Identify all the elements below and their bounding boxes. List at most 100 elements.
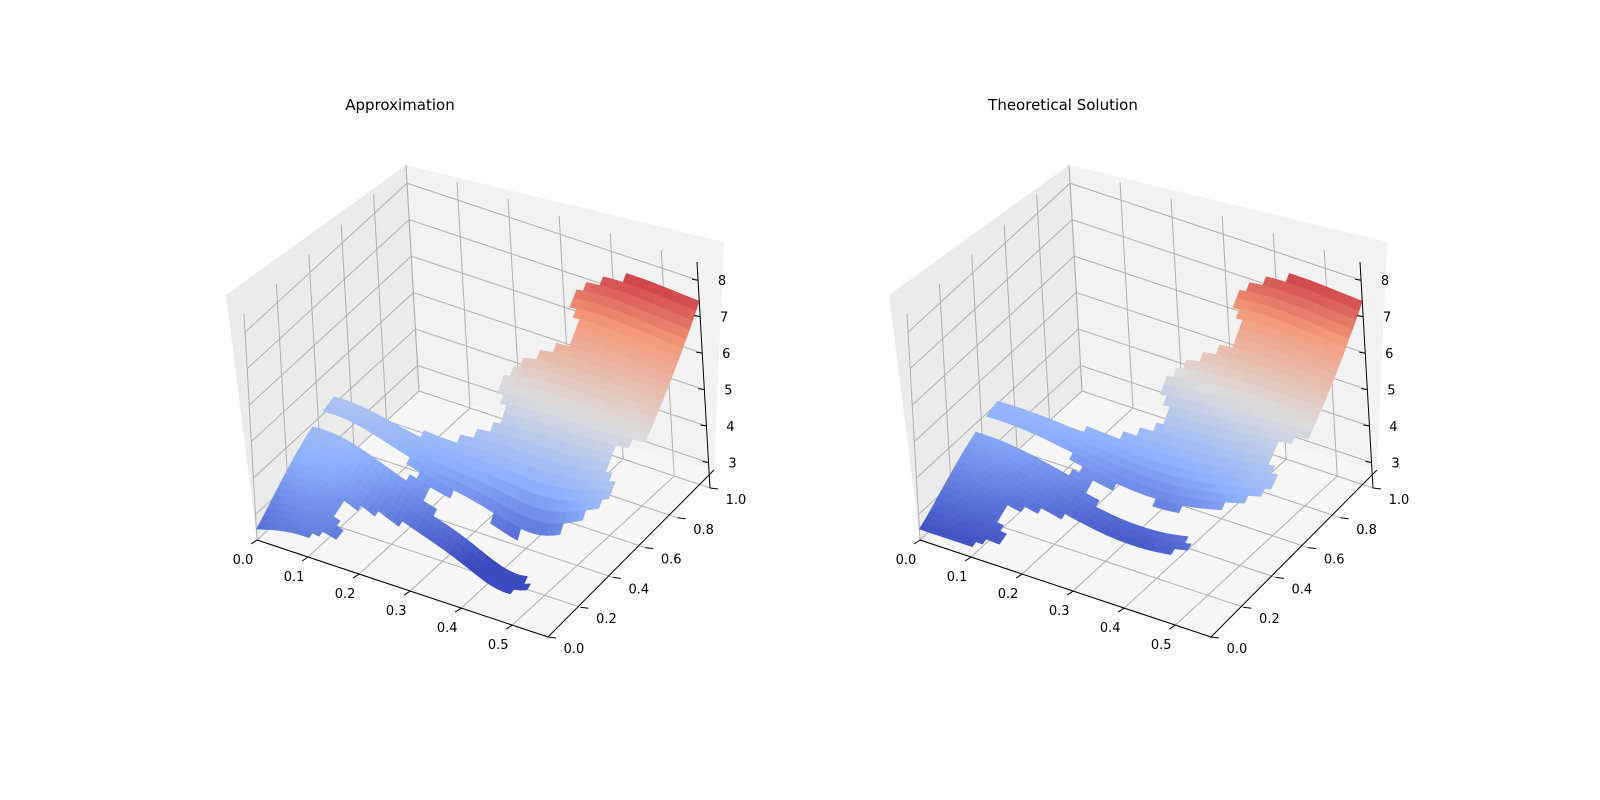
z-axis-line	[696, 261, 711, 489]
z-tick-2	[698, 388, 705, 391]
x-tick-label-1: 0.1	[947, 570, 968, 585]
y-tick-4	[1340, 517, 1349, 520]
surface-patch-812	[992, 536, 1004, 545]
theoretical-chart: 0.0 0.1 0.2 0.3 0.4 0.5 0.0 0.2 0.4 0.6 0.8 1.0 3 4 5 6…	[889, 164, 1410, 657]
z-tick-label-3: 6	[722, 347, 730, 362]
surface-patch-722	[1013, 502, 1025, 513]
z-tick-label-1: 4	[726, 420, 734, 435]
z-tick-4	[1357, 315, 1364, 318]
y-axis-line	[1210, 469, 1378, 638]
z-tick-3	[1359, 351, 1366, 354]
x-tick-label-5: 0.5	[488, 638, 509, 653]
y-tick-3	[645, 547, 654, 550]
x-tick-4	[454, 607, 462, 613]
z-tick-label-0: 3	[1391, 456, 1399, 471]
x-tick-label-2: 0.2	[335, 587, 356, 602]
surface-patch-791	[519, 583, 532, 591]
x-tick-label-5: 0.5	[1151, 638, 1172, 653]
y-axis-line	[547, 469, 715, 638]
y-tick-label-2: 0.4	[628, 582, 649, 597]
surface-patch-537	[443, 486, 454, 499]
x-tick-1	[301, 556, 309, 562]
x-tick-0	[250, 539, 258, 545]
surface-patch-795	[1164, 547, 1176, 555]
surface-patch-691	[575, 509, 587, 522]
y-tick-label-1: 0.2	[1259, 612, 1280, 627]
x-tick-0	[913, 539, 921, 545]
y-tick-label-4: 0.8	[693, 523, 714, 538]
x-tick-2	[352, 573, 360, 579]
x-axis-line	[919, 539, 1212, 638]
y-tick-1	[580, 606, 589, 609]
y-tick-label-5: 1.0	[1389, 493, 1410, 508]
x-tick-5	[505, 624, 513, 630]
z-tick-5	[1354, 278, 1362, 281]
surface-patch-722	[350, 499, 362, 512]
y-tick-label-4: 0.8	[1356, 523, 1377, 538]
surface-patch-795	[503, 586, 515, 595]
grid-z-5	[907, 182, 1362, 333]
y-tick-5	[709, 487, 719, 490]
surface-patch-816	[965, 539, 977, 548]
ticks	[250, 278, 719, 639]
surface-patch-816	[301, 530, 313, 539]
surface	[255, 273, 700, 595]
surface-patch-714	[1030, 503, 1042, 514]
tick-labels: 0.0 0.1 0.2 0.3 0.4 0.5 0.0 0.2 0.4 0.6 0.8 1.0 3 4 5 6…	[896, 274, 1410, 657]
x-tick-1	[964, 556, 972, 562]
y-tick-4	[677, 517, 686, 520]
approximation-title: Approximation	[345, 96, 455, 114]
y-tick-label-3: 0.6	[661, 553, 682, 568]
z-tick-label-5: 8	[1381, 274, 1389, 289]
x-tick-2	[1015, 573, 1023, 579]
surface-patch-683	[591, 499, 603, 510]
axis-lines	[919, 261, 1378, 638]
x-tick-label-4: 0.4	[1100, 621, 1121, 636]
z-tick-label-4: 7	[720, 311, 728, 326]
surface-patch-683	[1254, 488, 1265, 497]
z-tick-2	[1361, 388, 1368, 391]
x-tick-3	[403, 590, 411, 596]
grid-y-5	[405, 164, 711, 489]
y-tick-label-0: 0.0	[1227, 642, 1248, 657]
y-tick-2	[1275, 576, 1284, 579]
y-tick-3	[1308, 547, 1317, 550]
surface-patch-689	[553, 523, 564, 536]
z-tick-label-4: 7	[1383, 311, 1391, 326]
x-tick-5	[1168, 624, 1176, 630]
z-tick-label-5: 8	[718, 274, 726, 289]
theoretical-panel: 0.0 0.1 0.2 0.3 0.4 0.5 0.0 0.2 0.4 0.6 0.8 1.0 3 4 5 6…	[663, 0, 1463, 800]
surface-patch-812	[328, 530, 341, 540]
x-tick-label-2: 0.2	[998, 587, 1019, 602]
y-tick-1	[1243, 606, 1252, 609]
surface-patch-715	[1054, 509, 1066, 520]
x-tick-label-3: 0.3	[1049, 604, 1070, 619]
tick-labels: 0.0 0.1 0.2 0.3 0.4 0.5 0.0 0.2 0.4 0.6 0.8 1.0 3 4 5 6…	[233, 274, 747, 657]
z-tick-0	[702, 460, 709, 463]
x-tick-3	[1066, 590, 1074, 596]
z-tick-5	[691, 278, 699, 281]
surface-patch-691	[1237, 494, 1249, 504]
ticks	[913, 278, 1382, 639]
surface-patch-451	[1284, 433, 1296, 445]
y-tick-label-3: 0.6	[1324, 553, 1345, 568]
x-tick-4	[1117, 607, 1125, 613]
surface-patch-664	[1263, 480, 1275, 490]
z-tick-label-1: 4	[1389, 420, 1397, 435]
axis-lines	[256, 261, 715, 638]
grid-z-5	[244, 182, 699, 333]
surface-patch-656	[1171, 503, 1183, 514]
y-tick-label-5: 1.0	[726, 493, 747, 508]
z-tick-3	[696, 351, 703, 354]
surface-patch-791	[1180, 542, 1192, 551]
grid-y-5	[1068, 164, 1374, 489]
theoretical-title: Theoretical Solution	[988, 96, 1138, 114]
z-tick-label-3: 6	[1385, 347, 1393, 362]
x-tick-label-3: 0.3	[386, 604, 407, 619]
y-tick-0	[547, 636, 557, 639]
y-tick-2	[612, 576, 621, 579]
surface-patch-814	[311, 527, 324, 537]
surface-patch-715	[391, 515, 403, 527]
pane-left	[889, 165, 1082, 540]
